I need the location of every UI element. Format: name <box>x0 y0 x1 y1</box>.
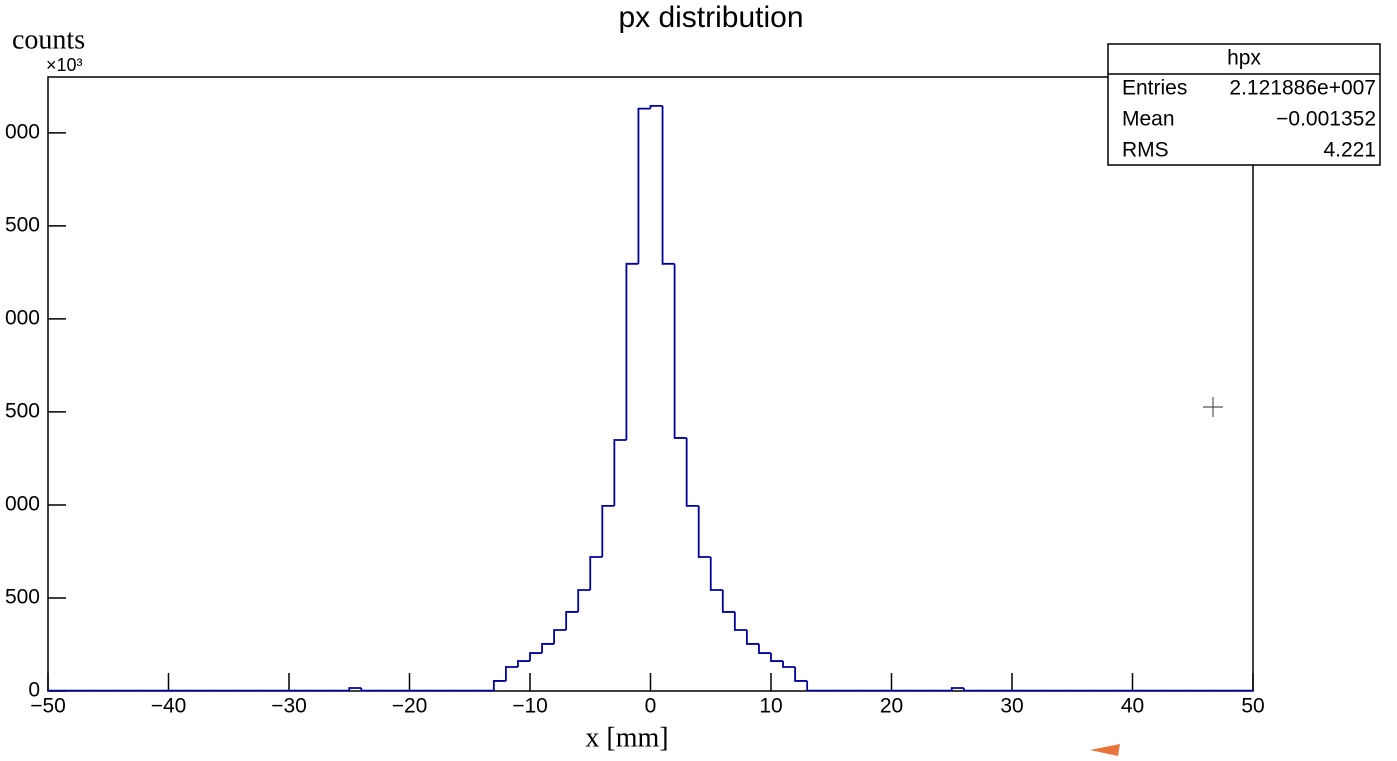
histogram-bin <box>542 644 554 653</box>
histogram-bin <box>771 653 783 661</box>
cursor-decoration <box>1090 744 1120 756</box>
x-tick-label: 0 <box>645 695 657 718</box>
histogram-bin <box>602 506 614 557</box>
stats-label: RMS <box>1122 139 1169 162</box>
stats-label: Entries <box>1122 77 1187 100</box>
histogram-bin <box>651 106 663 109</box>
x-tick-label: 20 <box>880 695 903 718</box>
histogram-bin <box>530 653 542 661</box>
histogram-bin <box>964 688 976 691</box>
y-tick-label: 500 <box>5 586 40 609</box>
x-axis-label: x [mm] <box>585 722 668 753</box>
y-axis-label: counts <box>12 24 85 55</box>
chart-title: px distribution <box>618 1 803 34</box>
x-tick-label: 30 <box>1000 695 1023 718</box>
histogram-bin <box>614 440 626 506</box>
plot-frame <box>48 77 1253 691</box>
histogram-bin <box>675 264 687 438</box>
histogram-bin <box>361 688 373 691</box>
y-tick-label: 000 <box>5 492 40 515</box>
histogram-bin <box>687 438 699 506</box>
histogram-bin <box>349 688 361 691</box>
x-tick-label: 40 <box>1121 695 1144 718</box>
histogram-bin <box>638 109 650 264</box>
histogram-bin <box>952 688 964 691</box>
histogram-bin <box>506 667 518 681</box>
histogram-bin <box>566 612 578 630</box>
histogram-bin <box>518 661 530 667</box>
x-tick-label: −40 <box>151 695 187 718</box>
stats-label: Mean <box>1122 108 1175 131</box>
histogram-bin <box>626 264 638 440</box>
histogram-bin <box>783 661 795 667</box>
histogram-bin <box>494 681 506 691</box>
crosshair <box>1203 397 1223 417</box>
y-tick-label: 0 <box>28 679 40 702</box>
x-tick-label: −20 <box>392 695 428 718</box>
x-tick-label: 10 <box>759 695 782 718</box>
histogram-bin <box>578 590 590 612</box>
histogram-bin <box>723 590 735 612</box>
histogram-bin <box>554 630 566 644</box>
y-tick-label: 500 <box>5 399 40 422</box>
y-tick-label: 500 <box>5 213 40 236</box>
y-tick-label: 000 <box>5 120 40 143</box>
histogram-bin <box>735 612 747 630</box>
y-exponent: ×10³ <box>46 55 83 75</box>
histogram-bin <box>699 506 711 557</box>
stats-value: 4.221 <box>1323 139 1376 162</box>
x-tick-label: −10 <box>512 695 548 718</box>
histogram-bin <box>795 667 807 681</box>
stats-name: hpx <box>1227 47 1261 70</box>
stats-value: −0.001352 <box>1276 108 1376 131</box>
histogram-bin <box>663 106 675 264</box>
y-tick-label: 000 <box>5 306 40 329</box>
histogram-bin <box>759 644 771 653</box>
histogram-bin <box>747 630 759 644</box>
x-tick-label: −30 <box>271 695 307 718</box>
histogram-bin <box>711 557 723 590</box>
histogram-bin <box>807 681 819 691</box>
histogram-bin <box>590 557 602 590</box>
stats-value: 2.121886e+007 <box>1229 77 1376 100</box>
x-tick-label: 50 <box>1241 695 1264 718</box>
